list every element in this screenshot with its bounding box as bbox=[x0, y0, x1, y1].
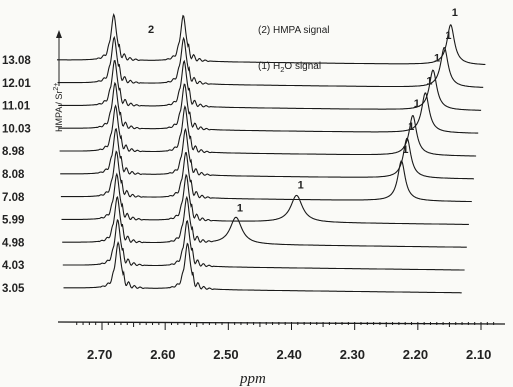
x-tick-label: 2.10 bbox=[466, 347, 491, 362]
x-tick-label: 2.40 bbox=[277, 347, 302, 362]
ratio-label: 10.03 bbox=[2, 123, 31, 135]
ratio-labels: 13.08 12.01 11.01 10.03 8.98 8.08 7.08 5.99 4.98… bbox=[2, 55, 31, 295]
water-peak-label: 1 bbox=[237, 202, 243, 214]
y-axis-label: HMPA / Sr2+ bbox=[53, 83, 64, 132]
spectrum-trace bbox=[60, 150, 472, 203]
x-axis: 2.70 2.60 2.50 2.40 2.30 2.20 2.10 bbox=[57, 321, 506, 362]
hmpa-peak-label: 2 bbox=[148, 24, 154, 36]
spectrum-trace bbox=[57, 13, 486, 66]
x-tick-label: 2.60 bbox=[150, 347, 175, 362]
ratio-label: 11.01 bbox=[2, 101, 31, 113]
ratio-label: 3.05 bbox=[2, 283, 25, 295]
water-peak-label: 1 bbox=[426, 75, 432, 87]
legend-hmpa: (2) HMPA signal bbox=[258, 25, 330, 36]
ratio-label: 8.98 bbox=[2, 146, 25, 158]
spectrum-trace bbox=[63, 240, 462, 294]
spectrum-trace bbox=[58, 81, 479, 134]
water-peak-label: 1 bbox=[445, 30, 451, 42]
spectrum-trace bbox=[62, 218, 465, 271]
x-tick-label: 2.70 bbox=[87, 347, 112, 362]
ratio-label: 4.03 bbox=[2, 260, 24, 272]
legend-water: (1) H2O signal bbox=[258, 61, 321, 74]
water-peak-label: 1 bbox=[298, 180, 304, 192]
ratio-label: 7.08 bbox=[2, 192, 25, 204]
svg-text:HMPA / Sr2+: HMPA / Sr2+ bbox=[53, 83, 64, 132]
spectrum-trace bbox=[58, 59, 482, 111]
x-axis-line bbox=[57, 321, 506, 325]
ratio-label: 8.08 bbox=[2, 169, 25, 181]
spectrum-trace bbox=[62, 195, 467, 248]
x-tick-label: 2.50 bbox=[213, 347, 238, 362]
water-peak-label: 1 bbox=[408, 121, 414, 133]
ratio-label: 5.99 bbox=[2, 215, 24, 227]
spectrum-trace bbox=[60, 127, 474, 180]
spectrum-trace bbox=[57, 35, 484, 88]
water-peak-label: 1 bbox=[434, 53, 440, 65]
spectrum-trace bbox=[61, 172, 469, 225]
ratio-label: 13.08 bbox=[2, 55, 31, 67]
spectrum-trace bbox=[59, 104, 477, 157]
x-tick-label: 2.20 bbox=[403, 347, 428, 362]
water-peak-label: 1 bbox=[402, 144, 408, 156]
x-axis-title: ppm bbox=[239, 371, 266, 387]
y-axis-arrowhead bbox=[56, 30, 62, 38]
water-peak-label: 1 bbox=[414, 98, 420, 110]
ratio-label: 12.01 bbox=[2, 78, 31, 90]
water-peak-label: 1 bbox=[452, 7, 458, 19]
ratio-label: 4.98 bbox=[2, 237, 25, 249]
x-tick-label: 2.30 bbox=[340, 347, 365, 362]
spectra-traces bbox=[57, 13, 486, 294]
